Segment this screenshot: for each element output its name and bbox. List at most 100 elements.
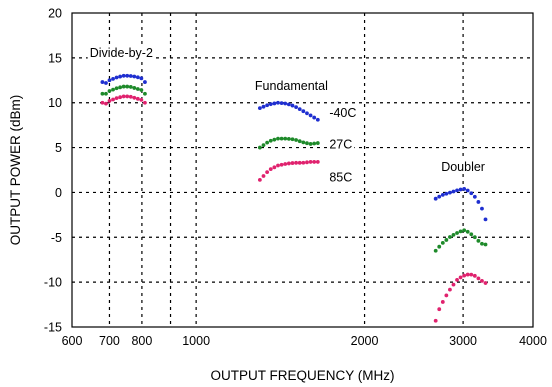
data-point: [315, 117, 320, 122]
data-point: [315, 141, 320, 145]
data-point: [476, 200, 481, 204]
data-point: [279, 136, 284, 141]
annotation-backing: [87, 45, 155, 60]
data-point: [305, 111, 309, 116]
data-point: [483, 242, 488, 247]
x-axis-title: OUTPUT FREQUENCY (MHz): [210, 368, 394, 383]
data-point: [472, 194, 477, 199]
data-point: [100, 91, 105, 96]
data-point: [111, 87, 115, 92]
data-point: [286, 102, 291, 107]
data-point: [305, 141, 309, 146]
data-point: [114, 75, 119, 80]
data-point: [257, 106, 262, 110]
data-point: [469, 191, 474, 196]
data-point: [268, 102, 273, 107]
y-tick-label: 10: [48, 96, 62, 110]
data-point: [125, 94, 130, 99]
data-point: [312, 160, 317, 164]
data-point: [268, 167, 273, 172]
data-point: [139, 97, 144, 102]
data-point: [480, 206, 484, 211]
data-point: [315, 160, 320, 164]
data-point: [290, 103, 295, 108]
series-85c: [100, 94, 488, 323]
data-point: [276, 100, 280, 105]
data-point: [128, 94, 133, 99]
y-tick-label: 5: [55, 141, 62, 155]
data-point: [121, 84, 126, 89]
data-point: [308, 160, 313, 164]
data-point: [469, 232, 474, 237]
data-point: [301, 160, 306, 165]
x-tick-label: 600: [62, 334, 83, 348]
data-point: [125, 73, 130, 78]
data-point: [265, 170, 270, 175]
data-point: [279, 162, 284, 167]
x-tick-label: 4000: [519, 334, 547, 348]
data-point: [272, 137, 277, 142]
annotation-label: Doubler: [441, 160, 485, 174]
data-point: [308, 142, 313, 146]
data-point: [283, 162, 288, 166]
annotation-backing: [439, 159, 487, 174]
data-point: [476, 238, 481, 243]
annotation-backing: [327, 137, 355, 152]
data-point: [301, 109, 306, 114]
data-point: [286, 136, 291, 141]
data-point: [448, 235, 452, 239]
data-point: [480, 278, 484, 283]
data-point: [261, 143, 266, 148]
data-point: [104, 101, 108, 106]
data-point: [143, 100, 147, 105]
data-point: [279, 101, 284, 106]
data-point: [143, 80, 147, 84]
data-point: [462, 228, 467, 233]
x-tick-label: 2000: [351, 334, 379, 348]
data-point: [294, 105, 298, 109]
data-point: [118, 85, 123, 90]
data-point: [121, 94, 126, 99]
data-point: [462, 273, 467, 278]
data-point: [139, 76, 144, 81]
plot-frame: [71, 12, 534, 328]
data-point: [276, 136, 280, 141]
data-point: [480, 241, 484, 246]
data-point: [268, 138, 273, 143]
data-point: [483, 281, 488, 285]
data-point: [465, 229, 470, 234]
data-point: [283, 101, 288, 106]
data-point: [265, 103, 270, 108]
data-point: [297, 107, 302, 112]
data-point: [444, 293, 449, 298]
data-point: [118, 95, 123, 100]
data-point: [455, 277, 459, 282]
y-tick-label: 0: [55, 186, 62, 200]
data-point: [290, 161, 295, 165]
tick-labels: 600 700 800 1000 2000 3000 4000 -15 -10 -5 0 5 10 15 2…: [44, 7, 547, 349]
data-point: [455, 231, 459, 235]
data-point: [483, 217, 488, 222]
data-point: [448, 190, 452, 195]
data-point: [104, 91, 108, 96]
data-point: [305, 160, 309, 165]
data-point: [290, 137, 295, 142]
y-tick-label: 15: [48, 51, 62, 65]
data-point: [451, 189, 456, 194]
data-point: [118, 74, 123, 79]
annotation-backing: [327, 170, 355, 185]
data-point: [107, 89, 112, 93]
data-point: [308, 113, 313, 118]
annotation-backing: [252, 79, 330, 94]
data-point: [143, 91, 147, 96]
annotations: Divide-by-2 Fundamental Doubler -40C 27C 85C: [87, 45, 487, 185]
data-point: [437, 244, 442, 249]
data-point: [312, 141, 317, 146]
data-point: [128, 85, 133, 89]
series--40c: [100, 73, 488, 222]
data-point: [458, 275, 463, 280]
data-point: [128, 74, 133, 78]
data-point: [451, 282, 456, 287]
data-point: [458, 187, 463, 192]
